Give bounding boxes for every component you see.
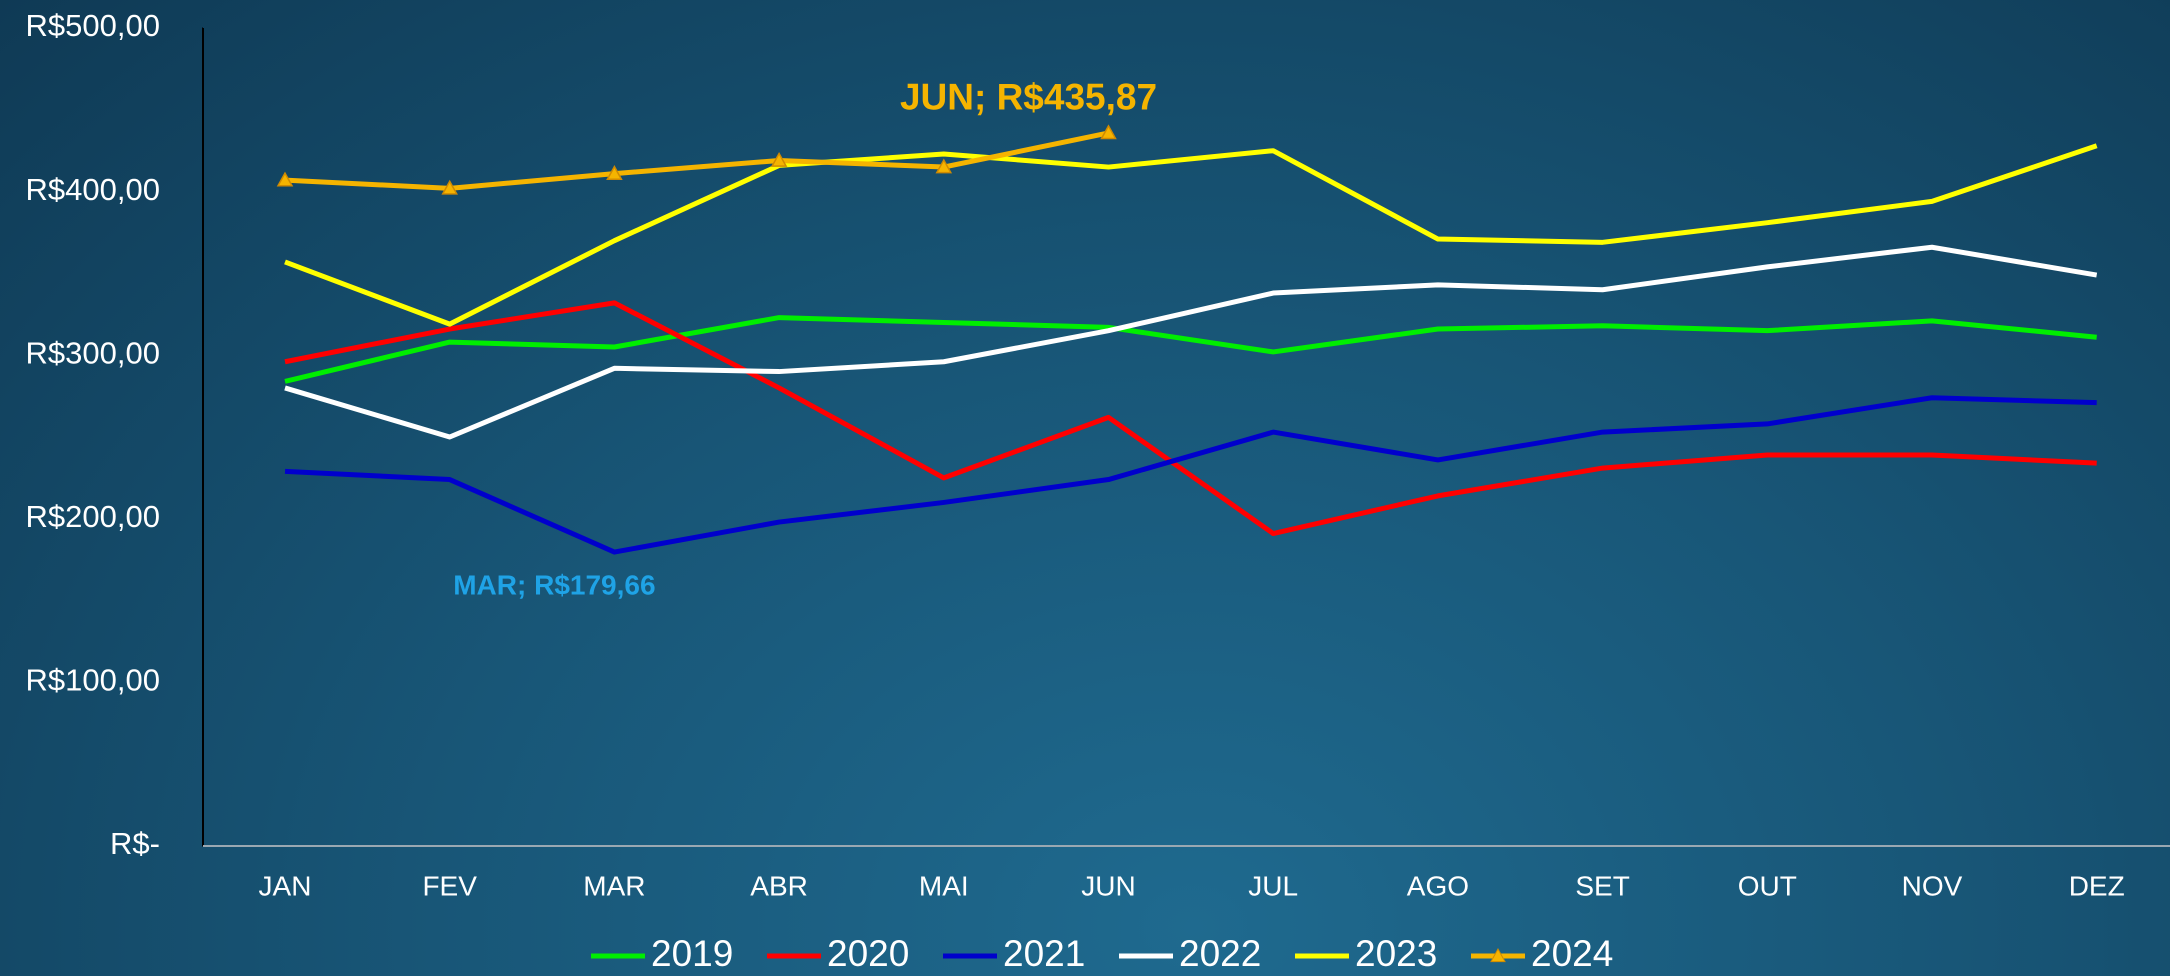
x-tick-label: MAI	[919, 870, 969, 901]
legend-label: 2019	[651, 933, 733, 974]
legend-label: 2020	[827, 933, 909, 974]
x-tick-label: JAN	[259, 870, 312, 901]
point-marker	[606, 165, 623, 180]
x-tick-label: DEZ	[2069, 870, 2125, 901]
point-marker	[935, 158, 953, 174]
x-tick-label: NOV	[1902, 870, 1963, 901]
point-marker	[276, 171, 294, 187]
annotation: MAR; R$179,66	[453, 569, 655, 600]
line-series	[284, 315, 2097, 384]
point-marker	[441, 179, 458, 195]
x-tick-label: OUT	[1738, 870, 1797, 901]
y-tick-label: R$300,00	[26, 335, 160, 370]
point-marker	[1100, 124, 1117, 140]
x-tick-label: MAR	[583, 870, 645, 901]
legend-label: 2022	[1179, 933, 1261, 974]
legend-label: 2023	[1355, 933, 1437, 974]
line-series	[284, 300, 2097, 537]
x-tick-label: JUL	[1248, 870, 1298, 901]
y-tick-label: R$-	[110, 826, 160, 861]
line-series	[284, 395, 2097, 555]
line-series	[284, 244, 2098, 440]
x-tick-label: FEV	[422, 870, 477, 901]
legend-label: 2024	[1531, 933, 1613, 974]
y-tick-label: R$500,00	[26, 8, 160, 43]
x-tick-label: AGO	[1407, 870, 1469, 901]
legend-label: 2021	[1003, 933, 1085, 974]
line-series	[284, 143, 2098, 327]
x-tick-label: JUN	[1081, 870, 1135, 901]
x-tick-label: SET	[1575, 870, 1629, 901]
y-tick-label: R$100,00	[26, 663, 160, 698]
y-tick-label: R$400,00	[26, 172, 160, 207]
annotation: JUN; R$435,87	[900, 77, 1157, 118]
y-tick-label: R$200,00	[26, 499, 160, 534]
x-tick-label: ABR	[750, 870, 808, 901]
point-marker	[770, 151, 788, 167]
line-series	[284, 130, 1110, 191]
legend-marker	[1490, 947, 1506, 963]
